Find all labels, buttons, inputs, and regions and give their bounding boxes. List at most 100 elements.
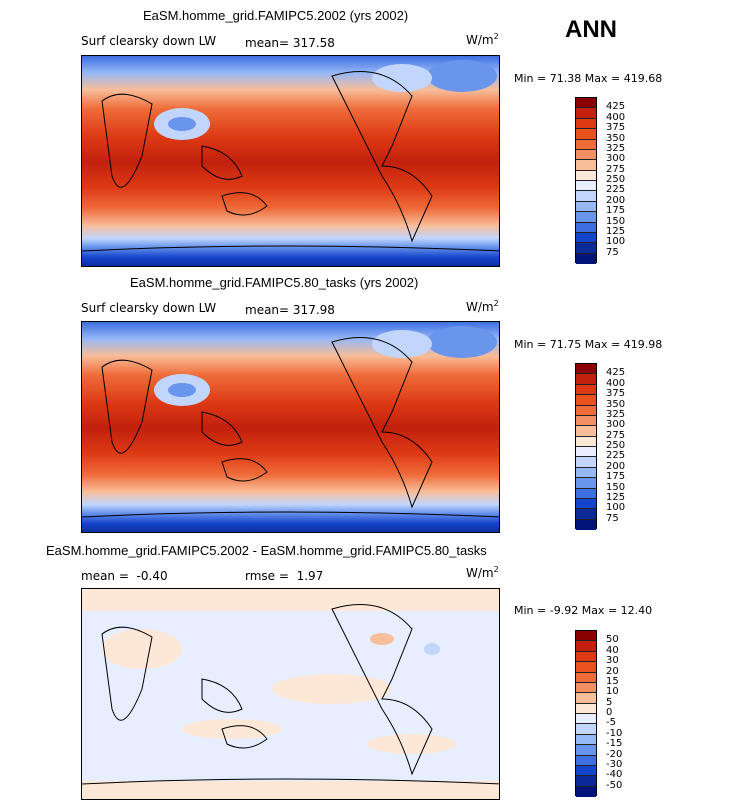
colorbar-segment — [576, 222, 596, 233]
colorbar-tick-label: 100 — [606, 236, 626, 248]
colorbar-tick-label: 30 — [606, 655, 619, 667]
colorbar-tick-label: 325 — [606, 408, 626, 420]
colorbar-tick-label: 300 — [606, 419, 626, 431]
colorbar-segment — [576, 724, 596, 735]
colorbar-tick-label: 325 — [606, 142, 626, 154]
panel1-variable: Surf clearsky down LW — [81, 34, 217, 48]
colorbar-tick-label: -10 — [606, 727, 623, 739]
colorbar-tick-label: 225 — [606, 184, 626, 196]
colorbar-tick-label: 425 — [606, 367, 626, 379]
colorbar-segment — [576, 662, 596, 673]
colorbar-tick-label: 300 — [606, 153, 626, 165]
panel3-map-field — [82, 589, 499, 799]
panel1-title: EaSM.homme_grid.FAMIPC5.2002 (yrs 2002) — [143, 8, 409, 23]
colorbar-segment — [576, 395, 596, 406]
colorbar-segment — [576, 631, 596, 642]
colorbar-tick-label: 425 — [606, 101, 626, 113]
colorbar-tick-label: 175 — [606, 471, 626, 483]
colorbar-segment — [576, 703, 596, 714]
colorbar-segment — [576, 384, 596, 396]
colorbar-tick-label: 400 — [606, 377, 626, 389]
colorbar-segment — [576, 181, 596, 192]
colorbar-segment — [576, 641, 596, 652]
colorbar-tick-label: 400 — [606, 111, 626, 123]
colorbar-segment — [576, 415, 596, 427]
panel1-units: W/m2 — [466, 32, 499, 47]
colorbar-segment — [576, 253, 596, 264]
colorbar-segment — [576, 478, 596, 489]
colorbar-segment — [576, 786, 596, 797]
colorbar-tick-label: 200 — [606, 460, 626, 472]
panel1-map-field — [82, 56, 499, 266]
panel2-map — [81, 321, 500, 533]
colorbar-tick-label: 20 — [606, 665, 619, 677]
panel3-rmse: rmse = 1.97 — [245, 569, 324, 583]
colorbar-segment — [576, 160, 596, 171]
colorbar-segment — [576, 745, 596, 756]
colorbar-tick-label: -5 — [606, 717, 616, 729]
colorbar-segment — [576, 98, 596, 109]
colorbar-tick-label: 275 — [606, 429, 626, 441]
colorbar-tick-label: 0 — [606, 707, 613, 718]
colorbar-segment — [576, 457, 596, 468]
colorbar-tick-label: 125 — [606, 491, 626, 503]
colorbar-tick-label: 50 — [606, 634, 619, 646]
colorbar-tick-label: 125 — [606, 225, 626, 237]
colorbar-tick-label: -15 — [606, 738, 623, 750]
panel2-colorbar — [575, 363, 597, 530]
colorbar-tick-label: 175 — [606, 205, 626, 217]
panel2-units: W/m2 — [466, 299, 499, 314]
colorbar-tick-label: 150 — [606, 481, 626, 493]
colorbar-segment — [576, 191, 596, 202]
colorbar-tick-label: 10 — [606, 686, 619, 698]
colorbar-segment — [576, 498, 596, 510]
panel3-title: EaSM.homme_grid.FAMIPC5.2002 - EaSM.homm… — [46, 543, 487, 558]
colorbar-segment — [576, 672, 596, 683]
colorbar-segment — [576, 201, 596, 213]
colorbar-tick-label: 225 — [606, 450, 626, 462]
colorbar-tick-label: 375 — [606, 388, 626, 400]
panel1-minmax: Min = 71.38 Max = 419.68 — [514, 72, 663, 85]
colorbar-tick-label: 75 — [606, 246, 619, 258]
colorbar-tick-label: 250 — [606, 440, 626, 451]
colorbar-tick-label: -50 — [606, 779, 623, 791]
colorbar-tick-label: -30 — [606, 758, 623, 770]
panel2-mean: mean= 317.98 — [245, 303, 335, 317]
colorbar-tick-label: -20 — [606, 748, 623, 760]
colorbar-segment — [576, 755, 596, 766]
panel1-colorbar — [575, 97, 597, 264]
colorbar-segment — [576, 149, 596, 161]
colorbar-segment — [576, 519, 596, 530]
colorbar-tick-label: 375 — [606, 122, 626, 134]
panel3-mean: mean = -0.40 — [81, 569, 168, 583]
panel1-mean: mean= 317.58 — [245, 36, 335, 50]
panel3-colorbar — [575, 630, 597, 797]
colorbar-segment — [576, 447, 596, 458]
colorbar-tick-label: 200 — [606, 194, 626, 206]
colorbar-segment — [576, 405, 596, 416]
colorbar-segment — [576, 139, 596, 150]
panel1-map — [81, 55, 500, 267]
colorbar-segment — [576, 170, 596, 181]
colorbar-tick-label: 350 — [606, 132, 626, 144]
colorbar-segment — [576, 682, 596, 694]
colorbar-segment — [576, 364, 596, 375]
colorbar-segment — [576, 232, 596, 244]
panel2-map-field — [82, 322, 499, 532]
colorbar-segment — [576, 118, 596, 130]
panel3-units: W/m2 — [466, 565, 499, 580]
panel2-variable: Surf clearsky down LW — [81, 301, 217, 315]
colorbar-tick-label: 75 — [606, 512, 619, 524]
colorbar-tick-label: 15 — [606, 675, 619, 687]
colorbar-segment — [576, 734, 596, 746]
colorbar-segment — [576, 212, 596, 223]
colorbar-segment — [576, 488, 596, 499]
colorbar-segment — [576, 651, 596, 663]
panel2-minmax: Min = 71.75 Max = 419.98 — [514, 338, 663, 351]
colorbar-tick-label: 350 — [606, 398, 626, 410]
colorbar-tick-label: -40 — [606, 769, 623, 781]
colorbar-segment — [576, 374, 596, 385]
colorbar-segment — [576, 436, 596, 447]
colorbar-segment — [576, 765, 596, 777]
colorbar-segment — [576, 714, 596, 725]
